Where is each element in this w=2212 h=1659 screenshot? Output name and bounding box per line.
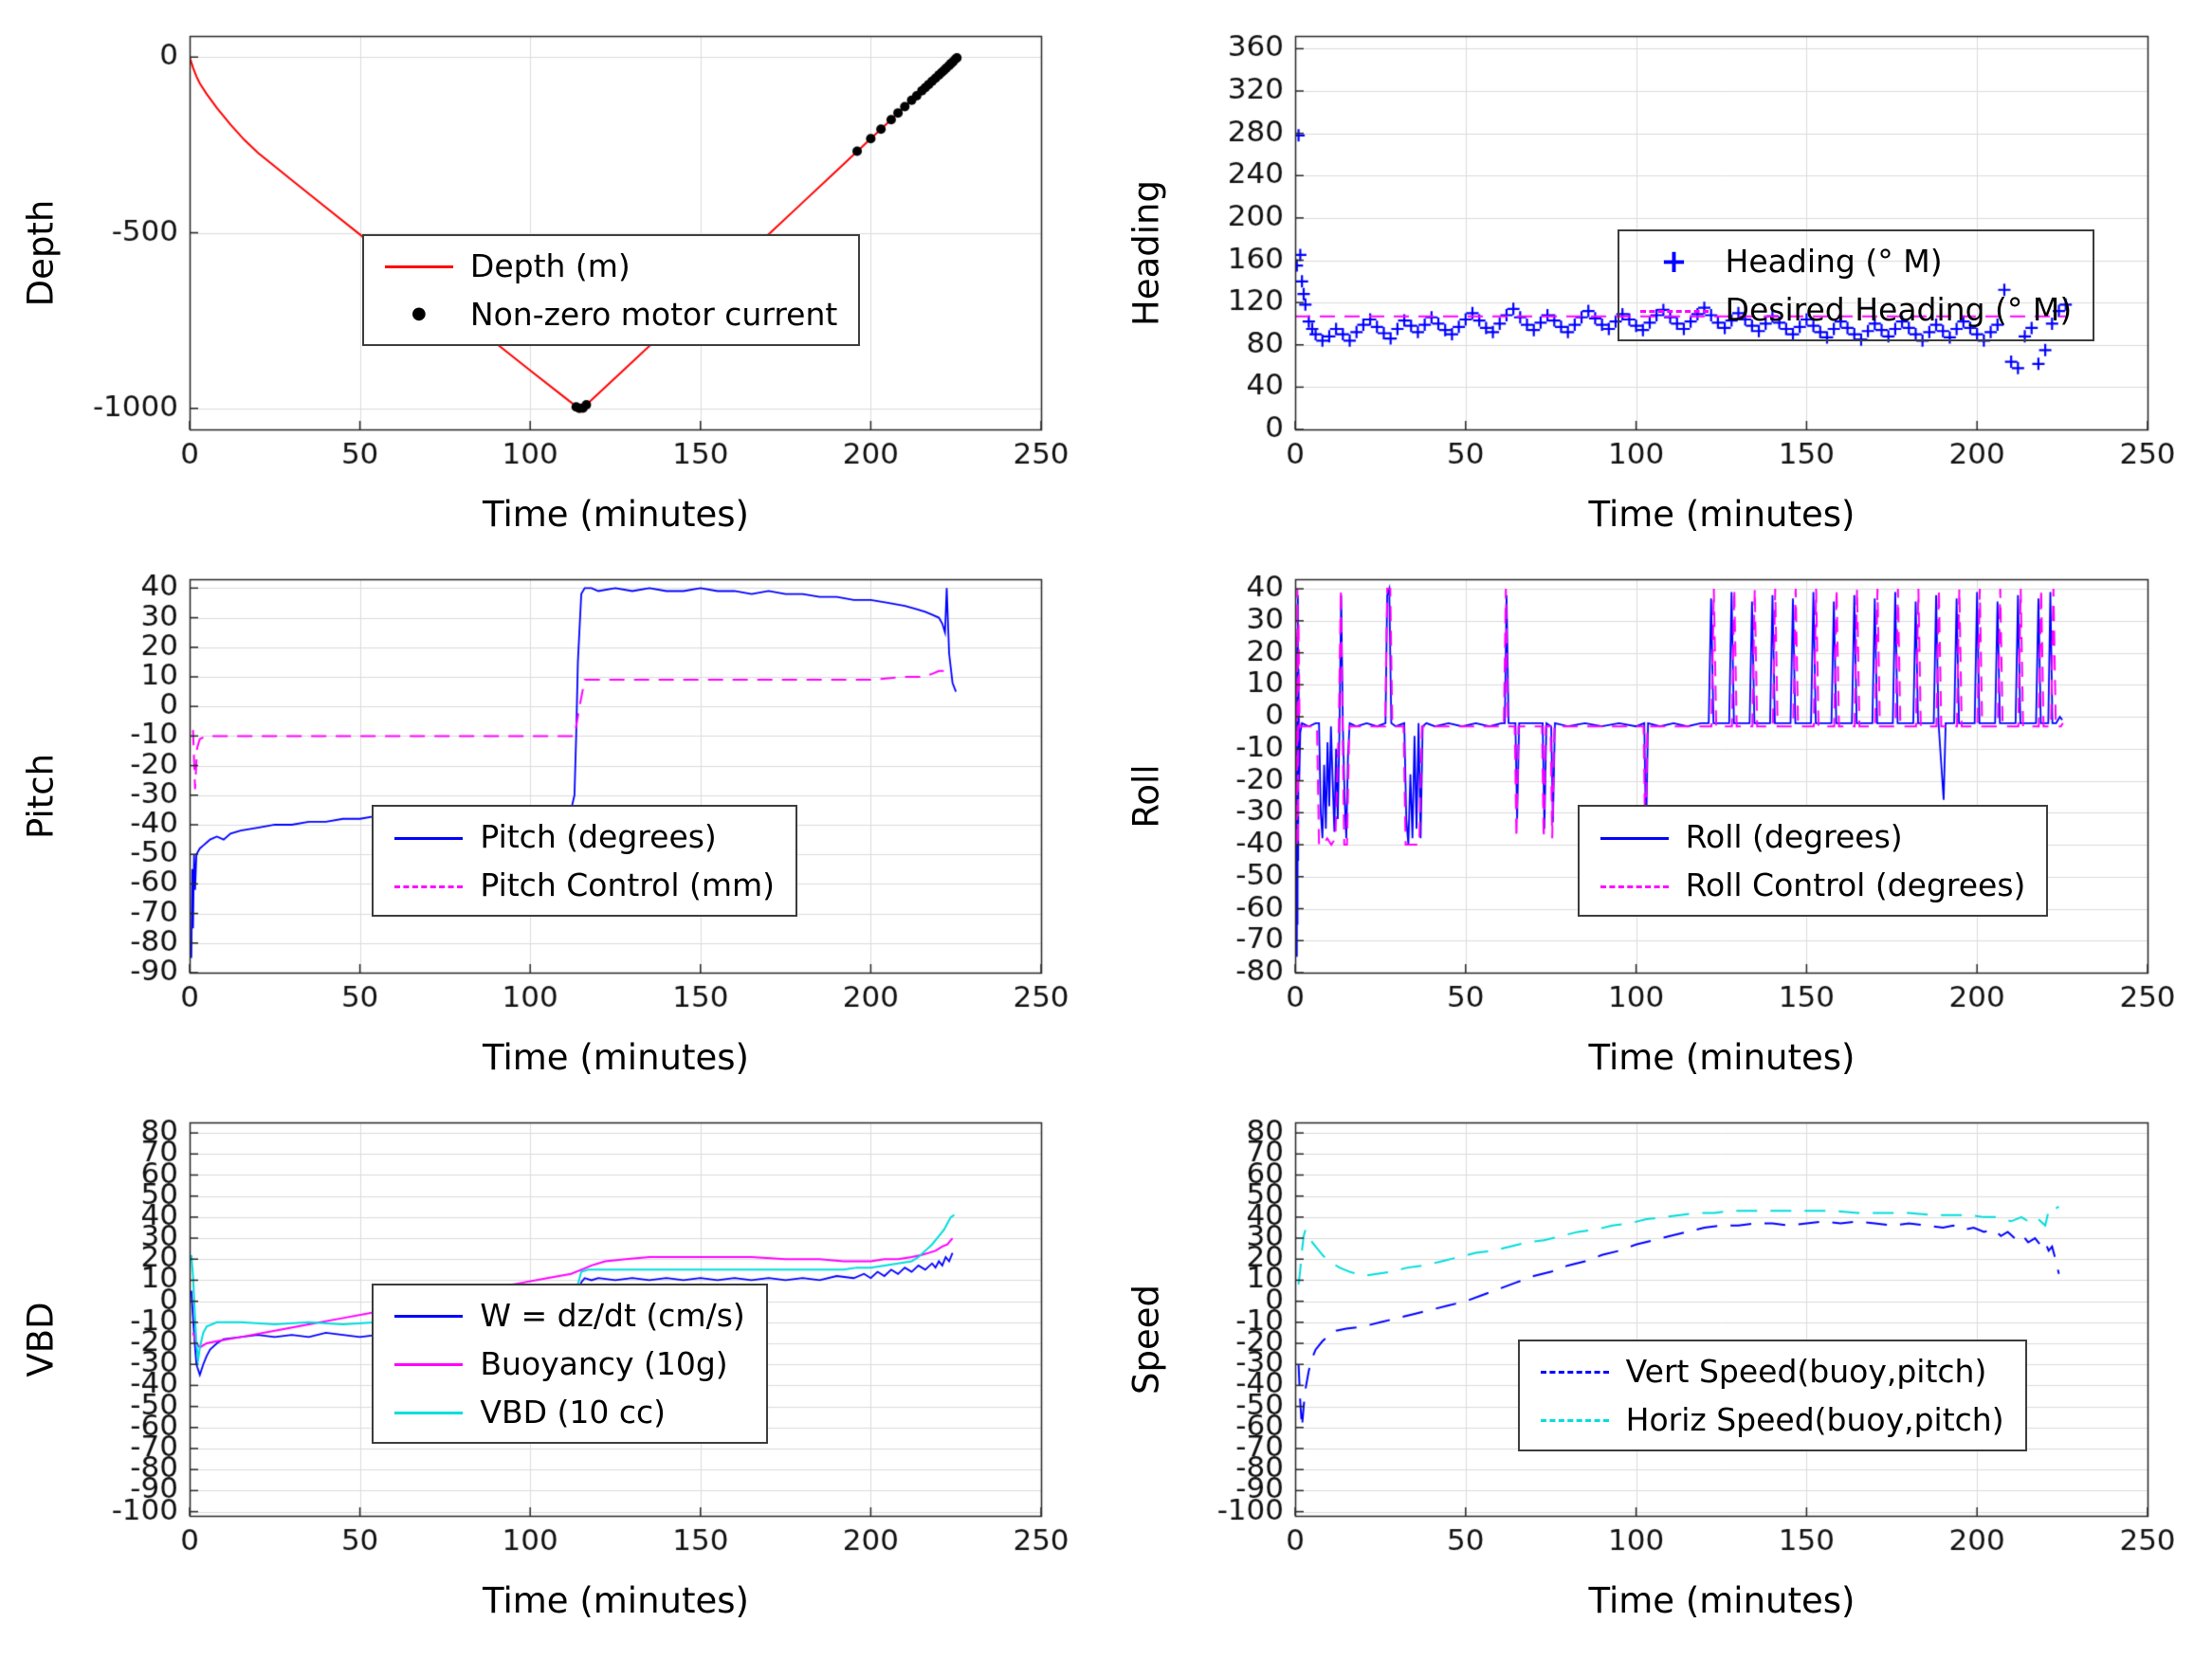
roll-control-swatch [1600, 872, 1669, 899]
legend-entry-roll: Roll (degrees) [1600, 818, 2026, 855]
pitch-label: Pitch (degrees) [480, 818, 717, 856]
vert-speed-swatch [1540, 1358, 1609, 1384]
depth-xlabel: Time (minutes) [483, 494, 749, 535]
vbd-plot-area: W = dz/dt (cm/s) Buoyancy (10g) VBD (10 … [74, 1107, 1068, 1571]
desired-heading-label: Desired Heading (° M) [1725, 291, 2073, 329]
w-label: W = dz/dt (cm/s) [480, 1296, 745, 1334]
roll-legend: Roll (degrees) Roll Control (degrees) [1577, 805, 2049, 918]
vbd-swatch [394, 1398, 464, 1425]
speed-figure: Speed Vert Speed(buoy,pitch) Horiz Speed… [1106, 1100, 2212, 1643]
depth-legend: Depth (m) ● Non-zero motor current [361, 233, 861, 346]
speed-ylabel: Speed [1125, 1284, 1167, 1395]
speed-ylabel-box: Speed [1113, 1107, 1179, 1571]
vbd-label: VBD (10 cc) [480, 1393, 667, 1431]
depth-figure: Depth Depth (m) ● Non-zero motor current… [0, 13, 1106, 556]
vbd-ylabel: VBD [20, 1301, 62, 1377]
pitch-xlabel: Time (minutes) [483, 1037, 749, 1078]
heading-label: Heading (° M) [1725, 243, 1943, 281]
horiz-speed-swatch [1540, 1406, 1609, 1432]
speed-legend: Vert Speed(buoy,pitch) Horiz Speed(buoy,… [1517, 1339, 2027, 1451]
roll-control-label: Roll Control (degrees) [1685, 866, 2026, 904]
w-swatch [394, 1302, 464, 1328]
horiz-speed-label: Horiz Speed(buoy,pitch) [1625, 1400, 2004, 1438]
depth-ylabel-box: Depth [8, 21, 74, 484]
depth-ylabel: Depth [20, 199, 62, 306]
buoyancy-label: Buoyancy (10g) [480, 1344, 728, 1382]
roll-ylabel: Roll [1125, 763, 1167, 829]
legend-entry-buoyancy: Buoyancy (10g) [394, 1345, 744, 1382]
legend-entry-w: W = dz/dt (cm/s) [394, 1296, 745, 1334]
legend-entry-motor-current: ● Non-zero motor current [385, 296, 837, 333]
motor-current-swatch: ● [411, 303, 427, 324]
roll-ylabel-box: Roll [1113, 564, 1179, 1028]
roll-swatch [1600, 824, 1669, 850]
pitch-control-label: Pitch Control (mm) [480, 866, 776, 904]
roll-figure: Roll Roll (degrees) Roll Control (degree… [1106, 556, 2212, 1100]
heading-figure: Heading + Heading (° M) Desired Heading … [1106, 13, 2212, 556]
heading-legend: + Heading (° M) Desired Heading (° M) [1617, 229, 2095, 342]
heading-plot-area: + Heading (° M) Desired Heading (° M) [1179, 21, 2174, 484]
pitch-figure: Pitch Pitch (degrees) Pitch Control (mm)… [0, 556, 1106, 1100]
pitch-control-swatch [394, 872, 464, 899]
speed-xlabel: Time (minutes) [1588, 1580, 1856, 1621]
pitch-plot-area: Pitch (degrees) Pitch Control (mm) [74, 564, 1068, 1028]
legend-entry-roll-control: Roll Control (degrees) [1600, 866, 2026, 904]
legend-entry-pitch: Pitch (degrees) [394, 818, 775, 855]
roll-xlabel: Time (minutes) [1588, 1037, 1856, 1078]
buoyancy-swatch [394, 1350, 464, 1376]
heading-canvas [1179, 21, 2174, 484]
pitch-ylabel-box: Pitch [8, 564, 74, 1028]
roll-plot-area: Roll (degrees) Roll Control (degrees) [1179, 564, 2174, 1028]
depth-plot-area: Depth (m) ● Non-zero motor current [74, 21, 1068, 484]
legend-entry-vert-speed: Vert Speed(buoy,pitch) [1540, 1352, 2004, 1390]
heading-ylabel-box: Heading [1113, 21, 1179, 484]
vbd-ylabel-box: VBD [8, 1107, 74, 1571]
pitch-legend: Pitch (degrees) Pitch Control (mm) [372, 805, 798, 918]
heading-swatch: + [1660, 242, 1688, 281]
legend-entry-heading: + Heading (° M) [1640, 243, 2073, 280]
legend-entry-depth-line: Depth (m) [384, 246, 837, 284]
motor-current-label: Non-zero motor current [469, 295, 838, 333]
legend-entry-horiz-speed: Horiz Speed(buoy,pitch) [1540, 1400, 2004, 1438]
pitch-ylabel: Pitch [20, 753, 62, 839]
legend-entry-pitch-control: Pitch Control (mm) [394, 866, 775, 903]
vbd-xlabel: Time (minutes) [483, 1580, 749, 1621]
pitch-swatch [394, 824, 464, 850]
legend-entry-desired-heading: Desired Heading (° M) [1639, 291, 2073, 329]
depth-line-label: Depth (m) [469, 246, 631, 284]
vbd-figure: VBD W = dz/dt (cm/s) Buoyancy (10g) VBD … [0, 1100, 1106, 1643]
roll-label: Roll (degrees) [1685, 818, 1903, 856]
heading-xlabel: Time (minutes) [1588, 494, 1856, 535]
depth-line-swatch [384, 252, 453, 279]
vert-speed-label: Vert Speed(buoy,pitch) [1625, 1352, 1987, 1390]
roll-canvas [1179, 564, 2174, 1028]
desired-heading-swatch [1639, 297, 1709, 323]
pitch-canvas [74, 564, 1068, 1028]
speed-plot-area: Vert Speed(buoy,pitch) Horiz Speed(buoy,… [1179, 1107, 2174, 1571]
heading-ylabel: Heading [1125, 179, 1167, 326]
vbd-legend: W = dz/dt (cm/s) Buoyancy (10g) VBD (10 … [372, 1283, 768, 1444]
legend-entry-vbd: VBD (10 cc) [394, 1394, 744, 1431]
